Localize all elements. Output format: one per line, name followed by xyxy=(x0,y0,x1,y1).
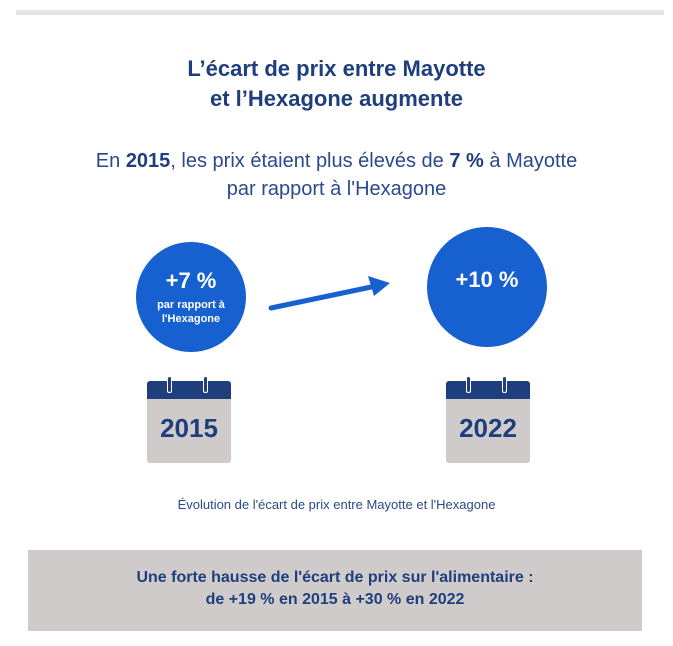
intro-text: En 2015, les prix étaient plus élevés de… xyxy=(0,147,673,203)
intro-line-2: par rapport à l'Hexagone xyxy=(226,178,447,200)
title-line-1: L’écart de prix entre Mayotte xyxy=(187,56,486,81)
figure-caption: Évolution de l'écart de prix entre Mayot… xyxy=(177,497,496,512)
circle-2022: +10 % xyxy=(427,227,547,347)
title-line-2: et l’Hexagone augmente xyxy=(209,86,464,111)
intro-value: 7 % xyxy=(449,150,484,172)
calendar-2022: 2022 xyxy=(446,377,530,468)
calendar-2015: 2015 xyxy=(147,377,231,468)
circle-2015-note-2: l'Hexagone xyxy=(161,313,221,325)
circle-2022-value: +10 % xyxy=(455,267,519,292)
intro-line-1: En 2015, les prix étaient plus élevés de… xyxy=(0,147,673,175)
page-title: L’écart de prix entre Mayotte et l’Hexag… xyxy=(0,54,673,114)
circle-2015: +7 % par rapport à l'Hexagone xyxy=(136,242,246,352)
banner-line-2: de +19 % en 2015 à +30 % en 2022 xyxy=(205,591,465,608)
intro-middle: , les prix étaient plus élevés de xyxy=(170,150,450,172)
circle-2015-value: +7 % xyxy=(165,268,217,293)
top-divider xyxy=(16,10,664,15)
arrow-right-icon xyxy=(268,276,390,311)
calendar-2022-year: 2022 xyxy=(459,413,517,443)
intro-year: 2015 xyxy=(125,150,171,172)
intro-prefix: En xyxy=(95,150,126,172)
calendar-icon xyxy=(147,377,231,463)
highlight-banner: Une forte hausse de l'écart de prix sur … xyxy=(28,550,642,631)
calendar-2015-year: 2015 xyxy=(160,413,218,443)
circle-2015-note-1: par rapport à xyxy=(157,299,225,311)
intro-suffix: à Mayotte xyxy=(483,150,578,172)
calendar-icon xyxy=(446,377,530,463)
banner-line-1: Une forte hausse de l'écart de prix sur … xyxy=(136,569,534,586)
